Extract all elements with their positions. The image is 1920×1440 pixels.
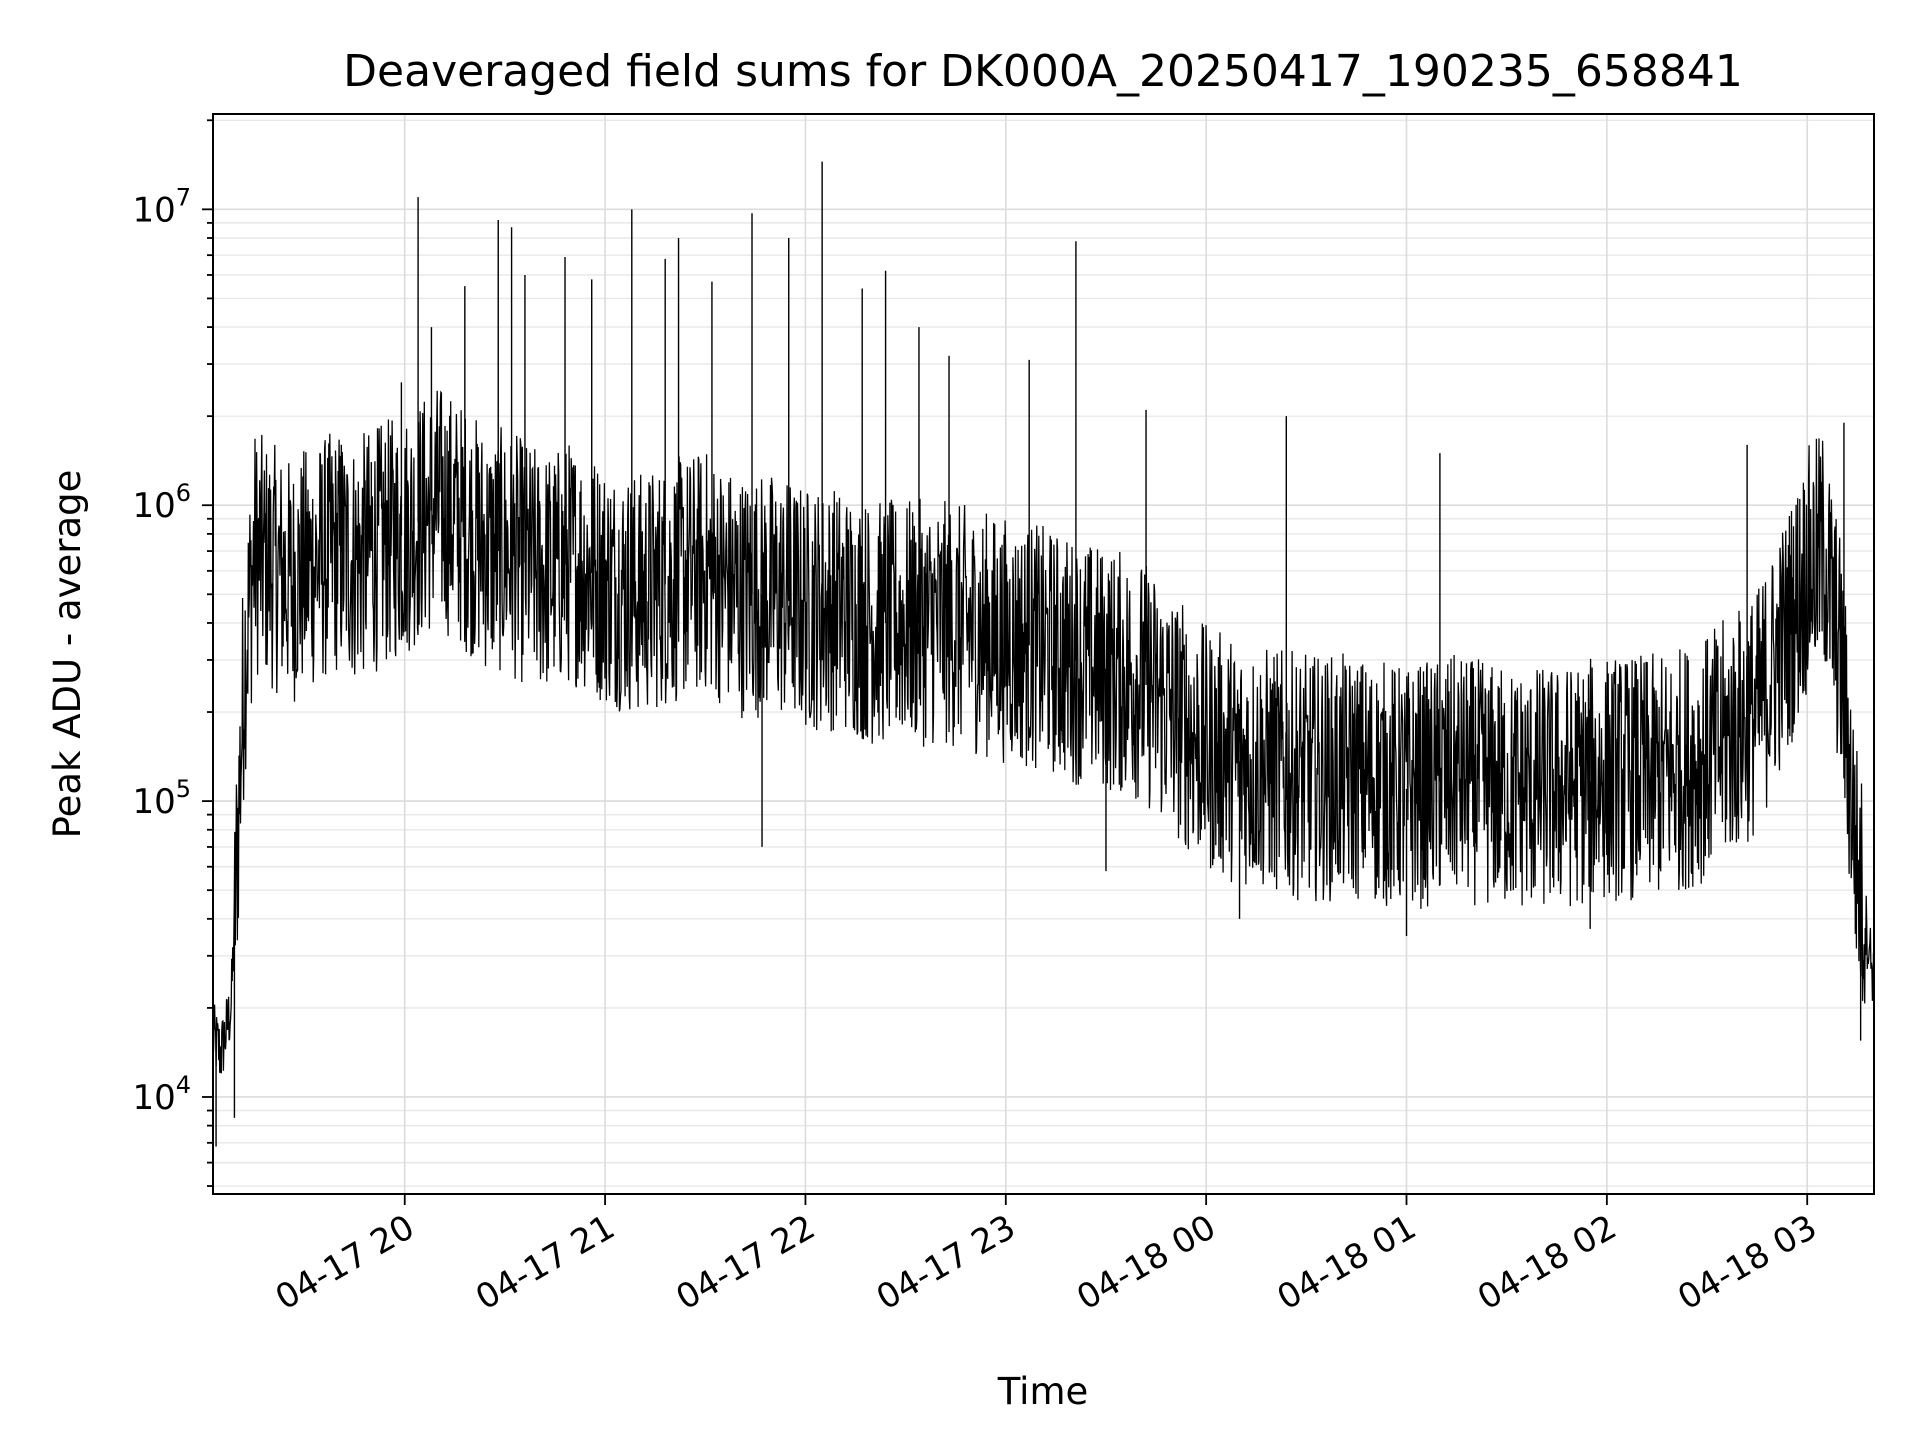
- x-tick-label: 04-18 01: [1271, 1207, 1423, 1318]
- x-tick-label: 04-17 21: [469, 1207, 621, 1318]
- x-tick-label: 04-18 02: [1471, 1207, 1623, 1318]
- y-tick-label: 107: [132, 183, 191, 230]
- series-line: [212, 390, 1875, 1074]
- y-tick-label: 104: [132, 1071, 191, 1118]
- x-axis-label: Time: [997, 1370, 1089, 1413]
- x-tick-label: 04-18 03: [1671, 1207, 1823, 1318]
- x-tick-label: 04-18 00: [1070, 1207, 1222, 1318]
- plot-frame: [212, 113, 1875, 1195]
- y-tick-label: 106: [132, 479, 191, 526]
- grid: [213, 114, 1874, 1194]
- y-axis-label: Peak ADU - average: [46, 470, 89, 839]
- chart-title: Deaveraged field sums for DK000A_2025041…: [343, 46, 1743, 97]
- y-axis: 104 105 106 107: [132, 119, 213, 1187]
- x-tick-label: 04-17 23: [870, 1207, 1022, 1318]
- x-tick-label: 04-17 22: [670, 1207, 822, 1318]
- x-axis: 04-17 20 04-17 21 04-17 22 04-17 23 04-18 00…: [269, 1194, 1824, 1318]
- x-tick-label: 04-17 20: [269, 1207, 421, 1318]
- series-layer: [212, 161, 1875, 1147]
- y-tick-label: 105: [132, 775, 191, 822]
